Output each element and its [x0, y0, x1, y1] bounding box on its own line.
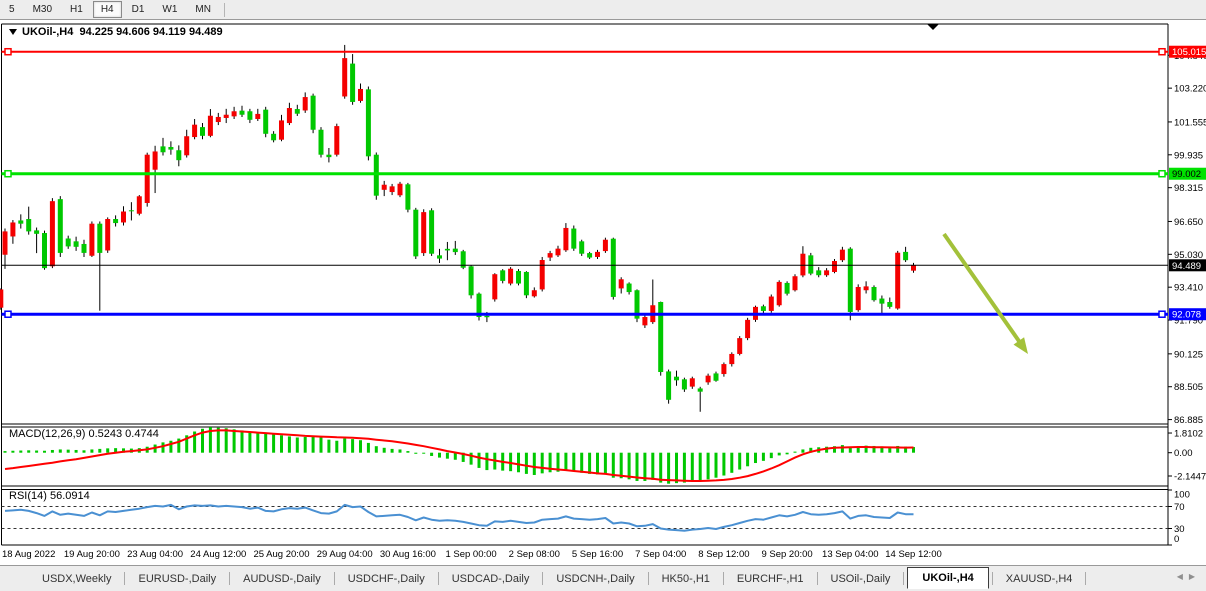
svg-text:18 Aug 2022: 18 Aug 2022 [2, 549, 55, 560]
svg-text:100: 100 [1174, 490, 1190, 501]
timeframe-button-w1[interactable]: W1 [162, 4, 178, 15]
tab-scroll-arrows[interactable]: ◀▶ [1177, 572, 1201, 581]
tab-usdchf-daily[interactable]: USDCHF-,Daily [347, 572, 425, 585]
tab-separator [816, 572, 818, 585]
svg-text:105.015: 105.015 [1172, 47, 1206, 58]
tab-ukoil-h4[interactable]: UKOil-,H4 [907, 566, 989, 589]
macd-indicator-label: MACD(12,26,9) 0.5243 0.4744 [9, 428, 159, 440]
svg-text:88.505: 88.505 [1174, 382, 1203, 393]
tab-hk50-h1[interactable]: HK50-,H1 [661, 572, 710, 585]
tab-separator [437, 572, 439, 585]
tab-separator [229, 572, 231, 585]
tab-separator [333, 572, 335, 585]
svg-text:24 Aug 12:00: 24 Aug 12:00 [190, 549, 246, 560]
time-axis: 18 Aug 2022 19 Aug 20:00 23 Aug 04:00 24 Au… [2, 549, 942, 560]
tab-separator [903, 572, 905, 585]
svg-text:70: 70 [1174, 502, 1185, 513]
rsi-pane [1, 503, 1168, 532]
svg-text:95.030: 95.030 [1174, 250, 1203, 261]
svg-text:5 Sep 16:00: 5 Sep 16:00 [572, 549, 623, 560]
tab-separator [124, 572, 126, 585]
svg-text:0.00: 0.00 [1174, 448, 1193, 459]
tab-separator [991, 572, 993, 585]
svg-text:19 Aug 20:00: 19 Aug 20:00 [64, 549, 120, 560]
svg-text:8 Sep 12:00: 8 Sep 12:00 [698, 549, 749, 560]
timeframe-button-h1[interactable]: H1 [70, 4, 83, 15]
svg-text:1.8102: 1.8102 [1174, 429, 1203, 440]
timeframe-button-d1[interactable]: D1 [131, 4, 145, 15]
rsi-indicator-label: RSI(14) 56.0914 [9, 490, 90, 502]
svg-text:86.885: 86.885 [1174, 415, 1203, 426]
timeframe-button-mn[interactable]: MN [195, 4, 211, 15]
chart-title: UKOil-,H4 94.225 94.606 94.119 94.489 [9, 26, 223, 38]
trend-arrow-annotation[interactable] [942, 232, 1028, 354]
tab-usdcad-daily[interactable]: USDCAD-,Daily [451, 572, 530, 585]
symbol-dropdown-icon[interactable] [9, 29, 17, 36]
timeframe-button-5[interactable]: 5 [9, 4, 15, 15]
svg-text:30 Aug 16:00: 30 Aug 16:00 [380, 549, 436, 560]
timeframe-button-m30[interactable]: M30 [32, 4, 53, 15]
svg-text:7 Sep 04:00: 7 Sep 04:00 [635, 549, 686, 560]
svg-text:98.315: 98.315 [1174, 183, 1203, 194]
svg-text:14 Sep 12:00: 14 Sep 12:00 [885, 549, 942, 560]
chart-symbol-period: UKOil-,H4 [22, 26, 74, 38]
price-axis: 104.840103.220101.55599.93598.31596.6509… [1168, 45, 1206, 546]
svg-text:94.489: 94.489 [1172, 261, 1201, 272]
svg-text:90.125: 90.125 [1174, 349, 1203, 360]
pane-borders [1, 23, 1169, 546]
macd-pane [3, 427, 915, 484]
tab-eurchf-h1[interactable]: EURCHF-,H1 [736, 572, 804, 585]
tab-usoil-daily[interactable]: USOil-,Daily [830, 572, 891, 585]
svg-text:0: 0 [1174, 534, 1179, 545]
svg-text:99.935: 99.935 [1174, 150, 1203, 161]
svg-text:101.555: 101.555 [1174, 117, 1206, 128]
tab-separator [1085, 572, 1087, 585]
tab-usdcnh-daily[interactable]: USDCNH-,Daily [556, 572, 635, 585]
svg-text:1 Sep 00:00: 1 Sep 00:00 [445, 549, 496, 560]
tab-separator [542, 572, 544, 585]
tab-audusd-daily[interactable]: AUDUSD-,Daily [243, 572, 321, 585]
tab-separator [722, 572, 724, 585]
tab-xauusd-h4[interactable]: XAUUSD-,H4 [1005, 572, 1073, 585]
svg-text:30: 30 [1174, 524, 1185, 535]
tab-scroll-right-icon[interactable]: ▶ [1188, 572, 1201, 581]
svg-text:103.220: 103.220 [1174, 84, 1206, 95]
svg-text:93.410: 93.410 [1174, 283, 1203, 294]
tab-scroll-left-icon[interactable]: ◀ [1176, 572, 1189, 581]
candlestick-layer [0, 44, 916, 412]
svg-text:99.002: 99.002 [1172, 169, 1201, 180]
svg-text:91.790: 91.790 [1174, 316, 1203, 327]
chart-top-marker-icon [927, 24, 939, 30]
svg-text:9 Sep 20:00: 9 Sep 20:00 [761, 549, 812, 560]
svg-text:96.650: 96.650 [1174, 217, 1203, 228]
tab-usdx-weekly[interactable]: USDX,Weekly [42, 572, 112, 585]
svg-text:-2.1447: -2.1447 [1174, 472, 1206, 483]
svg-text:2 Sep 08:00: 2 Sep 08:00 [509, 549, 560, 560]
svg-text:25 Aug 20:00: 25 Aug 20:00 [254, 549, 310, 560]
tab-eurusd-daily[interactable]: EURUSD-,Daily [138, 572, 217, 585]
chart-tab-bar: USDX,Weekly EURUSD-,Daily AUDUSD-,Daily USD… [0, 565, 1206, 591]
svg-text:13 Sep 04:00: 13 Sep 04:00 [822, 549, 879, 560]
timeframe-button-h4[interactable]: H4 [92, 1, 122, 18]
toolbar-separator [223, 2, 225, 17]
tab-separator [647, 572, 649, 585]
svg-text:92.078: 92.078 [1172, 310, 1201, 321]
svg-text:29 Aug 04:00: 29 Aug 04:00 [317, 549, 373, 560]
svg-text:23 Aug 04:00: 23 Aug 04:00 [127, 549, 183, 560]
timeframe-toolbar: 5 M30 H1 H4 D1 W1 MN [0, 0, 1206, 20]
chart-ohlc-values: 94.225 94.606 94.119 94.489 [79, 26, 223, 38]
horizontal-price-lines[interactable] [1, 47, 1169, 318]
